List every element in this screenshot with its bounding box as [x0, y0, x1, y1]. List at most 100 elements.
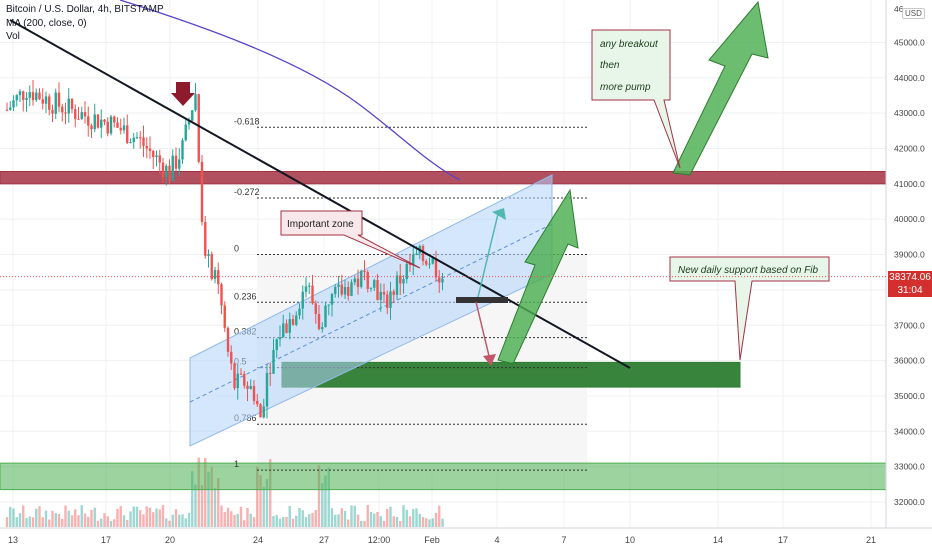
candle-body [106, 121, 109, 134]
candle-body [139, 137, 142, 139]
candle-body [67, 98, 70, 114]
volume-bar [57, 513, 61, 527]
candle-body [90, 125, 93, 130]
volume-bar [256, 466, 259, 527]
candle-body [301, 291, 304, 309]
volume-bar [113, 519, 116, 527]
volume-bar [275, 515, 278, 527]
volume-bar [51, 510, 54, 527]
candle-body [334, 286, 337, 294]
candle-body [126, 125, 129, 144]
volume-bar [259, 475, 262, 527]
candle-body [298, 308, 301, 316]
volume-bar [90, 509, 93, 527]
volume-bar [230, 511, 233, 527]
candle-body [145, 145, 148, 149]
candle-body [213, 270, 217, 279]
volume-bar [311, 513, 314, 527]
candle-body [369, 287, 373, 289]
candle-body [148, 148, 152, 151]
candle-body [74, 109, 77, 119]
candle-body [197, 94, 200, 162]
channel-midline [189, 223, 553, 403]
volume-bar [74, 509, 77, 527]
volume-bar [83, 513, 87, 527]
candle-body [80, 112, 83, 119]
volume-bar [213, 488, 217, 527]
countdown: 31:04 [897, 285, 923, 296]
candle-body [187, 120, 191, 125]
candle-body [155, 155, 158, 158]
candle-body [421, 245, 425, 262]
volume-bar [204, 457, 207, 527]
volume-bar [181, 514, 184, 527]
candle-body [9, 107, 12, 110]
candle-body [210, 254, 213, 279]
callouts: any breakout then more pump Important zone N… [280, 29, 830, 361]
candle-body [330, 293, 334, 305]
volume-bar [399, 520, 402, 527]
candles [5, 79, 444, 419]
price-tick-label: 41000.0 [894, 179, 925, 189]
volume-bar [291, 518, 295, 527]
projection-arrow-large [672, 0, 769, 176]
volume-bar [200, 485, 204, 527]
time-tick-label: 17 [778, 535, 788, 545]
candle-body [311, 285, 314, 304]
candle-body [109, 116, 113, 134]
volume-bar [330, 508, 334, 527]
candle-body [168, 165, 171, 181]
drop-arrow-head [483, 354, 496, 366]
volume-bar [282, 517, 285, 527]
candle-body [174, 155, 178, 169]
ma-200-line [119, 0, 461, 181]
candle-body [87, 116, 90, 126]
volume-bar [174, 509, 178, 527]
volume-bar [126, 519, 129, 527]
candle-body [340, 284, 343, 295]
fib-level-label: 0.236 [234, 291, 257, 301]
drop-arrow-shaft [475, 301, 491, 361]
candle-body [308, 285, 311, 287]
candle-body [252, 386, 256, 401]
candle-body [288, 319, 291, 333]
candle-body [100, 119, 103, 128]
time-tick-label: 12:00 [368, 535, 391, 545]
resistance-zone [0, 170, 887, 185]
volume-bar [317, 465, 321, 527]
volume-bar [184, 518, 187, 527]
candle-body [220, 284, 223, 306]
volume-bar [106, 516, 109, 527]
candle-body [405, 264, 408, 280]
vol-legend[interactable]: Vol [6, 31, 20, 42]
volume-bar [142, 514, 145, 527]
volume-bar [334, 514, 337, 527]
time-tick-label: 24 [253, 535, 263, 545]
symbol-title[interactable]: Bitcoin / U.S. Dollar, 4h, BITSTAMP [6, 4, 164, 15]
volume-bar [431, 518, 434, 527]
candle-body [181, 140, 184, 160]
candle-body [135, 137, 139, 139]
volume-bar [25, 517, 28, 527]
candle-body [28, 92, 31, 98]
price-tick-label: 39000.0 [894, 250, 925, 260]
candle-body [285, 323, 288, 333]
volume-bar [77, 515, 80, 527]
candle-body [265, 372, 269, 407]
volume-bar [165, 518, 168, 527]
fib-level-label: 1 [234, 459, 239, 469]
volume-bar [324, 475, 327, 527]
volume-bar [135, 506, 139, 527]
candle-body [392, 291, 395, 295]
ma-legend[interactable]: MA (200, close, 0) [6, 18, 87, 29]
candle-body [61, 106, 64, 113]
volume-bar [100, 518, 103, 527]
volume-bar [376, 511, 379, 527]
candle-body [25, 97, 28, 100]
candle-body [132, 137, 135, 143]
volume-bar [249, 513, 252, 527]
currency-badge[interactable]: USD [902, 8, 925, 19]
candle-body [314, 303, 317, 314]
last-price: 38374.06 [889, 272, 931, 283]
